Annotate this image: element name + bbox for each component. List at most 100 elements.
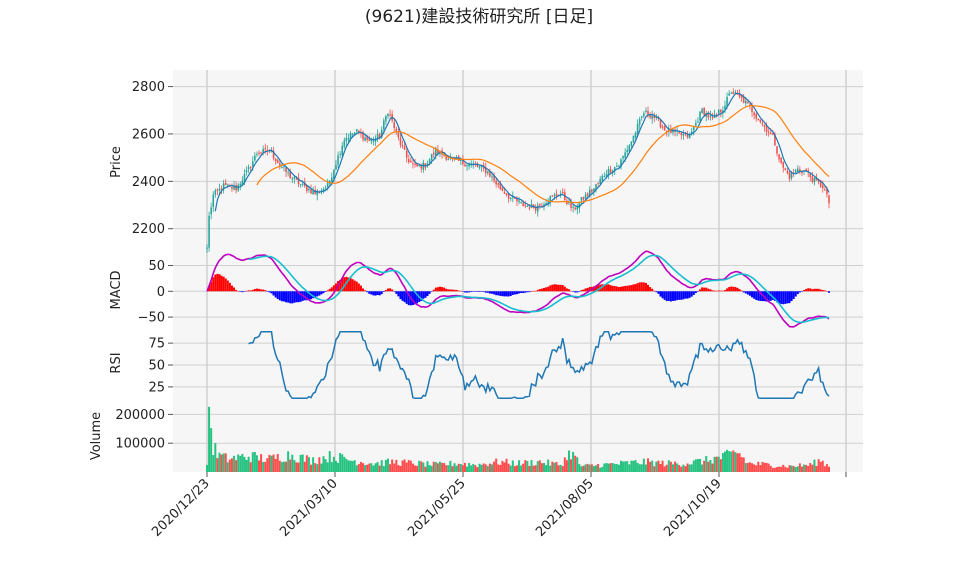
- candle-body: [720, 109, 722, 113]
- candle-body: [462, 158, 464, 165]
- candle-body: [349, 133, 352, 140]
- volume-bar: [447, 465, 450, 472]
- volume-bar: [784, 466, 787, 472]
- candle-body: [620, 159, 622, 168]
- macd-hist-bar: [524, 291, 527, 293]
- candle-body: [351, 134, 354, 136]
- candle-body: [509, 197, 512, 200]
- volume-bar: [484, 464, 487, 472]
- candle-body: [358, 130, 360, 133]
- volume-bar: [482, 463, 485, 472]
- volume-bar: [206, 464, 208, 472]
- volume-bar: [788, 465, 791, 472]
- volume-bar: [744, 463, 747, 472]
- candle-body: [368, 139, 371, 141]
- volume-bar: [595, 465, 598, 472]
- volume-bar: [212, 455, 215, 472]
- macd-hist-bar: [632, 284, 635, 292]
- volume-bar: [728, 451, 731, 472]
- volume-bar: [740, 457, 743, 472]
- candle-body: [428, 159, 431, 163]
- macd-hist-bar: [222, 276, 225, 292]
- volume-bar: [699, 458, 702, 472]
- ma-long-line: [256, 104, 830, 204]
- volume-bar: [380, 460, 383, 472]
- candle-body: [339, 153, 341, 155]
- macd-hist-bar: [584, 288, 587, 292]
- volume-bar: [407, 460, 410, 472]
- macd-hist-bar: [715, 290, 718, 292]
- macd-hist-bar: [228, 282, 231, 292]
- volume-bar: [470, 465, 473, 472]
- volume-bar: [320, 463, 323, 472]
- macd-hist-bar: [780, 291, 783, 304]
- macd-hist-bar: [422, 291, 425, 299]
- macd-hist-bar: [734, 286, 737, 292]
- volume-bar: [351, 461, 354, 472]
- volume-bar: [617, 464, 620, 472]
- volume-bar: [312, 457, 315, 472]
- macd-hist-bar: [522, 291, 525, 294]
- macd-hist-bar: [644, 282, 647, 292]
- volume-bar: [522, 463, 525, 472]
- candle-body: [578, 202, 581, 209]
- candle-body: [582, 197, 585, 200]
- candle-body: [316, 190, 319, 196]
- candle-body: [616, 166, 618, 168]
- volume-bar: [258, 460, 261, 472]
- volume-bar: [701, 464, 704, 472]
- macd-hist-bar: [434, 287, 437, 292]
- volume-bar: [794, 467, 797, 472]
- volume-bar: [721, 453, 724, 472]
- macd-hist-bar: [501, 291, 504, 297]
- volume-bar: [586, 463, 589, 472]
- volume-bar: [332, 456, 335, 472]
- volume-bar: [547, 459, 550, 472]
- volume-bar: [507, 463, 510, 472]
- macd-hist-bar: [307, 291, 310, 300]
- candle-body: [447, 158, 450, 160]
- volume-bar: [574, 455, 577, 472]
- macd-hist-bar: [353, 280, 356, 292]
- candle-body: [738, 92, 741, 97]
- volume-bar: [748, 462, 751, 472]
- candle-body: [753, 112, 755, 116]
- candle-body: [668, 128, 670, 132]
- volume-bar: [803, 464, 806, 472]
- volume-bar: [434, 462, 437, 472]
- macd-hist-bar: [757, 291, 760, 301]
- candle-body: [272, 150, 275, 159]
- volume-bar: [663, 466, 666, 472]
- candle-body: [821, 185, 824, 189]
- volume-bar: [378, 465, 381, 472]
- macd-hist-bar: [282, 291, 285, 302]
- candle-body: [609, 169, 612, 173]
- volume-bar: [823, 466, 826, 472]
- macd-hist-bar: [414, 291, 417, 305]
- macd-hist-bar: [276, 291, 279, 300]
- macd-hist-bar: [653, 290, 656, 292]
- candle-body: [231, 187, 233, 189]
- volume-bar: [769, 465, 772, 472]
- candle-body: [605, 174, 608, 177]
- volume-bar: [301, 454, 304, 472]
- macd-hist-bar: [528, 291, 531, 293]
- candle-body: [824, 189, 826, 191]
- macd-hist-bar: [441, 287, 444, 292]
- macd-hist-bar: [484, 291, 487, 293]
- macd-hist-bar: [823, 290, 826, 292]
- volume-bar: [825, 464, 828, 472]
- candle-body: [312, 190, 314, 195]
- volume-bar: [607, 463, 610, 472]
- volume-bar: [796, 466, 799, 472]
- y-axis-label: Price: [109, 146, 124, 178]
- macd-hist-bar: [813, 288, 816, 292]
- volume-bar: [653, 466, 656, 472]
- candle-body: [495, 180, 497, 185]
- volume-bar: [345, 458, 348, 472]
- macd-hist-bar: [480, 291, 483, 292]
- candle-body: [692, 126, 695, 131]
- volume-bar: [753, 464, 756, 472]
- candle-body: [765, 126, 768, 133]
- volume-bar: [443, 462, 446, 472]
